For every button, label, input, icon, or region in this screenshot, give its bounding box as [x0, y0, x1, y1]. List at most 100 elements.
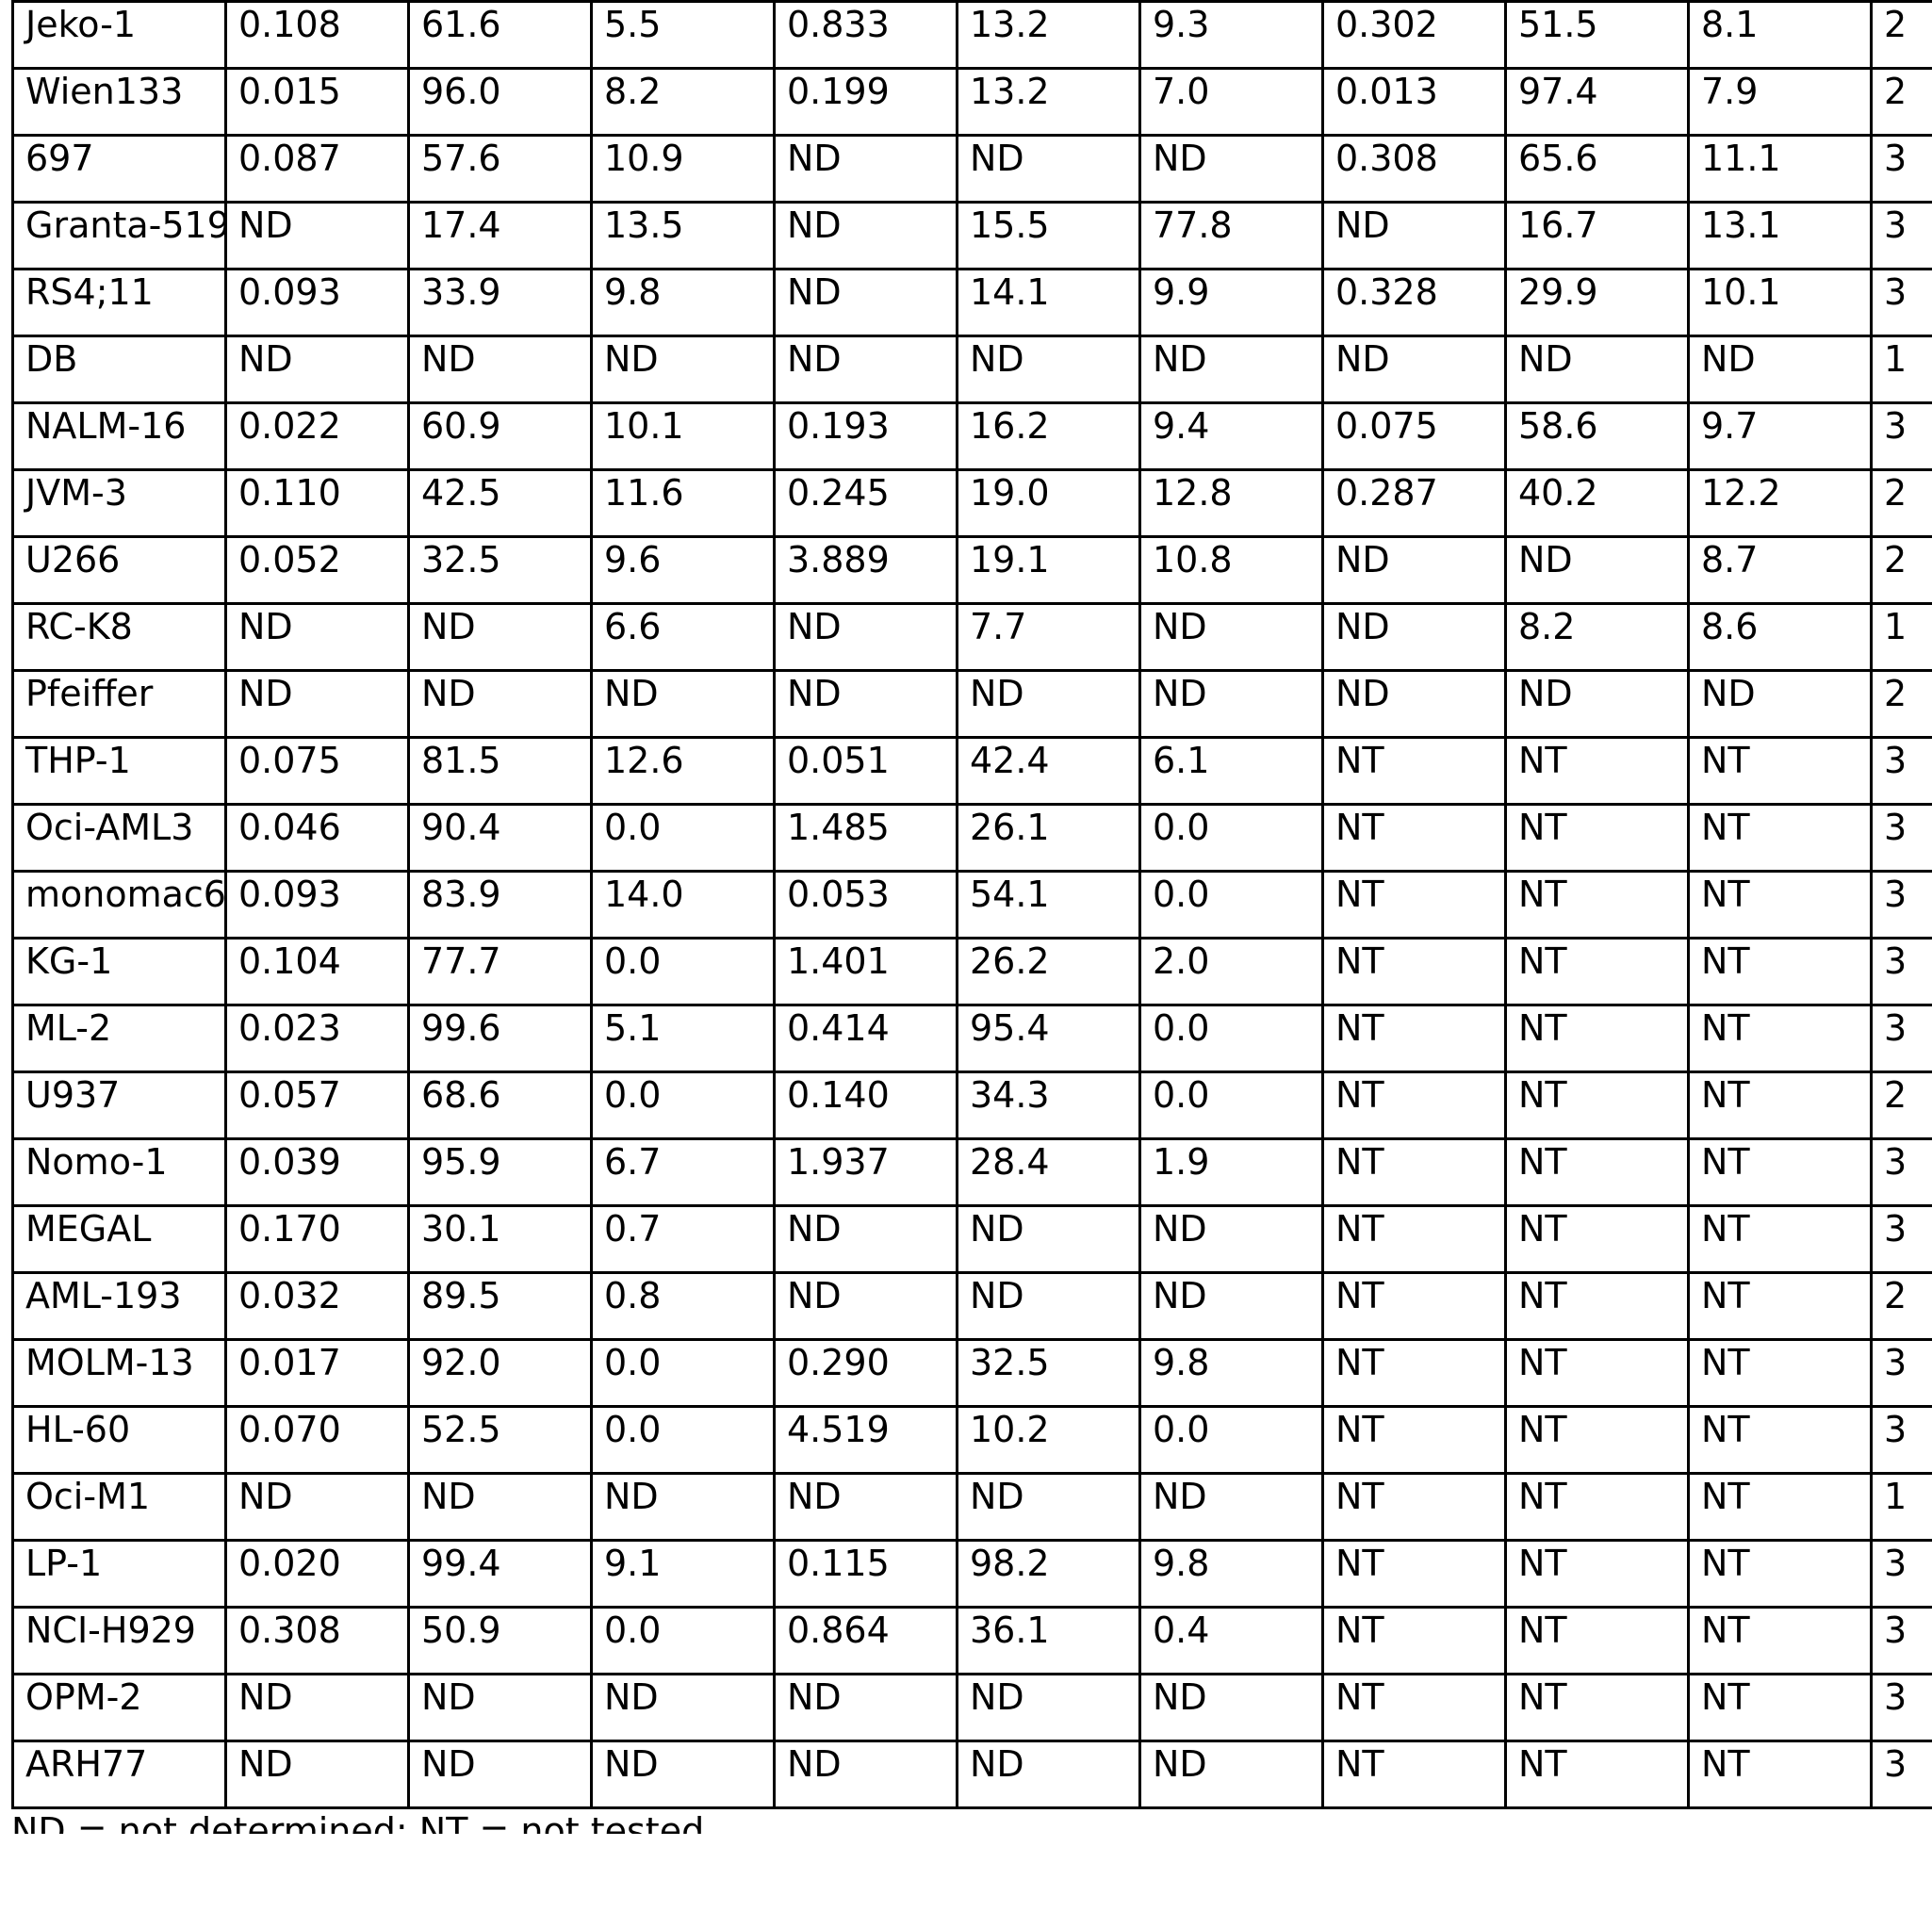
table-cell: 10.8 — [1140, 537, 1323, 604]
table-row: ML-20.02399.65.10.41495.40.0NTNTNT3 — [13, 1005, 1932, 1072]
table-cell: ND — [409, 604, 592, 671]
table-row: MEGAL0.17030.10.7NDNDNDNTNTNT3 — [13, 1206, 1932, 1273]
table-cell: 19.0 — [958, 470, 1140, 537]
table-cell: NT — [1323, 1608, 1506, 1675]
table-cell: NT — [1506, 738, 1689, 805]
table-cell: 13.2 — [958, 69, 1140, 136]
table-cell: ND — [226, 203, 409, 270]
table-cell: 0.023 — [226, 1005, 409, 1072]
table-cell: 9.6 — [592, 537, 775, 604]
table-cell: ND — [1323, 203, 1506, 270]
table-cell: NT — [1506, 1340, 1689, 1407]
table-cell: 0.093 — [226, 872, 409, 939]
table-cell: 12.2 — [1689, 470, 1872, 537]
table-cell: 3 — [1872, 1675, 1932, 1741]
table-cell: 0.0 — [592, 1407, 775, 1474]
table-cell: 0.039 — [226, 1139, 409, 1206]
table-cell: NT — [1506, 872, 1689, 939]
table-cell: ND — [1323, 537, 1506, 604]
table-cell: ND — [958, 1675, 1140, 1741]
table-row: HL-600.07052.50.04.51910.20.0NTNTNT3 — [13, 1407, 1932, 1474]
table-cell: 60.9 — [409, 403, 592, 470]
table-cell: 95.9 — [409, 1139, 592, 1206]
table-cell: 8.1 — [1689, 2, 1872, 69]
table-cell: ND — [1140, 1206, 1323, 1273]
table-cell: NT — [1506, 1273, 1689, 1340]
table-footnote: ND = not determined; NT = not tested. — [11, 1813, 1932, 1834]
cell-line-name: Oci-AML3 — [13, 805, 226, 872]
table-cell: 17.4 — [409, 203, 592, 270]
cell-line-name: U266 — [13, 537, 226, 604]
table-cell: 2 — [1872, 671, 1932, 738]
table-row: Granta-519ND17.413.5ND15.577.8ND16.713.1… — [13, 203, 1932, 270]
table-cell: 0.022 — [226, 403, 409, 470]
table-cell: 77.8 — [1140, 203, 1323, 270]
table-cell: 9.3 — [1140, 2, 1323, 69]
table-cell: 0.093 — [226, 270, 409, 336]
table-cell: ND — [958, 1474, 1140, 1541]
table-cell: ND — [775, 336, 958, 403]
table-cell: 34.3 — [958, 1072, 1140, 1139]
table-row: NALM-160.02260.910.10.19316.29.40.07558.… — [13, 403, 1932, 470]
table-cell: 15.5 — [958, 203, 1140, 270]
table-cell: 3 — [1872, 270, 1932, 336]
table-cell: 33.9 — [409, 270, 592, 336]
table-cell: 10.2 — [958, 1407, 1140, 1474]
table-cell: 3 — [1872, 403, 1932, 470]
cell-line-name: MEGAL — [13, 1206, 226, 1273]
cell-line-name: Jeko-1 — [13, 2, 226, 69]
table-cell: 0.0 — [1140, 805, 1323, 872]
table-cell: NT — [1323, 1072, 1506, 1139]
table-cell: NT — [1506, 939, 1689, 1005]
table-cell: ND — [409, 671, 592, 738]
table-cell: 3 — [1872, 1741, 1932, 1808]
table-cell: 1 — [1872, 336, 1932, 403]
table-cell: NT — [1506, 1541, 1689, 1608]
table-cell: 6.6 — [592, 604, 775, 671]
table-cell: 0.051 — [775, 738, 958, 805]
table-cell: 0.115 — [775, 1541, 958, 1608]
table-cell: NT — [1689, 1407, 1872, 1474]
table-cell: 90.4 — [409, 805, 592, 872]
table-cell: NT — [1506, 1139, 1689, 1206]
table-cell: 0.7 — [592, 1206, 775, 1273]
table-cell: 3 — [1872, 1139, 1932, 1206]
table-cell: 3 — [1872, 203, 1932, 270]
table-cell: 89.5 — [409, 1273, 592, 1340]
cell-line-name: MOLM-13 — [13, 1340, 226, 1407]
table-cell: ND — [409, 1675, 592, 1741]
table-cell: 81.5 — [409, 738, 592, 805]
table-cell: 96.0 — [409, 69, 592, 136]
table-cell: 3 — [1872, 1005, 1932, 1072]
table-cell: 7.9 — [1689, 69, 1872, 136]
table-cell: 1.401 — [775, 939, 958, 1005]
table-cell: 51.5 — [1506, 2, 1689, 69]
table-cell: 3 — [1872, 1407, 1932, 1474]
table-cell: ND — [1323, 336, 1506, 403]
table-cell: ND — [958, 1206, 1140, 1273]
table-cell: 3 — [1872, 1206, 1932, 1273]
table-row: DBNDNDNDNDNDNDNDNDND1 — [13, 336, 1932, 403]
table-cell: NT — [1689, 939, 1872, 1005]
table-cell: ND — [1323, 671, 1506, 738]
table-cell: 0.108 — [226, 2, 409, 69]
table-cell: 2 — [1872, 470, 1932, 537]
table-cell: ND — [226, 604, 409, 671]
table-cell: 9.4 — [1140, 403, 1323, 470]
table-cell: ND — [1140, 1474, 1323, 1541]
table-cell: NT — [1506, 1675, 1689, 1741]
table-cell: NT — [1689, 1206, 1872, 1273]
table-cell: ND — [958, 336, 1140, 403]
table-cell: NT — [1323, 1407, 1506, 1474]
table-cell: 0.0 — [592, 1072, 775, 1139]
cell-line-name: ARH77 — [13, 1741, 226, 1808]
table-row: LP-10.02099.49.10.11598.29.8NTNTNT3 — [13, 1541, 1932, 1608]
table-cell: 0.245 — [775, 470, 958, 537]
cell-line-name: DB — [13, 336, 226, 403]
table-cell: 12.8 — [1140, 470, 1323, 537]
table-cell: 0.015 — [226, 69, 409, 136]
table-cell: 0.833 — [775, 2, 958, 69]
cell-line-name: RS4;11 — [13, 270, 226, 336]
table-cell: 9.8 — [592, 270, 775, 336]
table-cell: ND — [775, 1675, 958, 1741]
